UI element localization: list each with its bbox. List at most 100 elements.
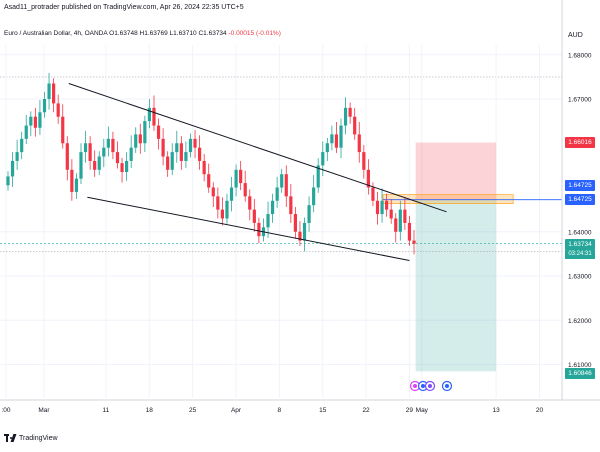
candle-body [316,165,320,188]
candle-body [321,152,325,166]
take-profit-zone [415,199,497,372]
price-tag-entry-top: 1.64725 [565,180,595,191]
candle-body [353,116,357,135]
candle-body [88,143,92,161]
time-tick-label: 25 [189,407,197,414]
grid-lines [0,45,562,398]
price-tick-label: 1.63000 [568,274,592,281]
candle-body [175,143,179,153]
economic-event-dot [445,384,449,388]
candle-body [74,178,79,192]
candle-body [243,183,247,197]
candle-body [403,209,407,223]
trendlines [68,83,453,392]
candle-body [188,138,193,153]
ohlc-high: H1.63769 [139,30,168,37]
candle-body [375,200,380,215]
time-tick-label: 18 [146,407,154,414]
candle-body [170,152,174,170]
time-tick-label: May [416,407,429,414]
candle-body [216,196,220,210]
candle-body [293,214,297,232]
candle-body [20,138,24,153]
time-tick-label: 29 [406,407,414,414]
candle-body [147,107,152,122]
candle-body [115,152,120,164]
price-tick-label: 1.62000 [568,318,592,325]
footer: TradingView [4,432,58,444]
entry-band [382,194,514,204]
footer-brand: TradingView [19,434,58,442]
candle-body [138,134,142,144]
candle-body [120,163,124,173]
candle-body [102,147,106,157]
candle-body [280,174,284,188]
time-tick-label: 13 [493,407,501,414]
ohlc-open: O1.63748 [109,30,138,37]
candle-body [93,160,97,170]
candle-body [362,152,366,170]
symbol-legend: Euro / Australian Dollar, 4h, OANDA O1.6… [4,30,524,42]
candle-body [385,200,389,210]
ohlc-change: -0.00015 (-0.01%) [228,30,281,37]
candle-body [325,143,329,153]
tradingview-logo-icon [4,434,17,442]
candle-body [184,152,188,161]
candle-body [156,125,161,139]
candle-body [179,143,183,161]
trendline [68,83,447,213]
candle-body [270,200,275,215]
candle-body [307,205,311,223]
ohlc-low: L1.63710 [169,30,197,37]
candle-body [389,209,393,219]
time-tick-label: 20 [536,407,544,414]
candle-body [193,138,197,148]
time-tick-label: 15 [319,407,327,414]
candle-body [70,169,74,192]
candles [6,72,416,255]
candle-body [202,160,206,175]
candle-body [79,152,83,179]
candle-body [15,152,19,161]
time-tick-label: 11 [103,407,110,414]
candle-body [339,125,343,148]
symbol-name: Euro / Australian Dollar, 4h, OANDA [4,30,108,37]
candle-body [266,214,270,228]
candle-body [143,121,147,144]
stop-loss-zone [415,142,497,200]
candle-body [106,138,110,148]
position-zones [0,142,562,372]
candle-body [52,83,56,104]
candle-body [394,218,398,232]
price-tag-entry: 1.64725 [565,194,595,205]
candle-body [366,169,370,188]
candle-body [42,99,47,113]
candle-body [38,112,42,128]
candle-body [357,134,361,153]
candle-body [152,107,156,126]
candle-body [257,222,261,237]
candle-body [234,169,238,188]
candle-body [197,147,202,161]
candle-body [407,222,412,241]
candle-body [289,196,293,215]
candle-body [6,176,10,186]
candle-body [330,134,334,144]
candle-body [302,222,307,241]
price-tick-label: 1.68000 [568,52,592,59]
price-tag-stop: 1.66016 [565,137,595,148]
price-tag-target: 1.60846 [565,368,595,379]
candle-body [239,169,243,184]
candle-body [166,156,170,170]
candle-body [125,160,129,173]
ohlc-close: C1.63734 [198,30,227,37]
candle-body [211,187,215,197]
candle-body [225,200,229,219]
candle-body [348,107,352,117]
candle-body [56,103,60,117]
candle-body [61,116,65,144]
candle-body [220,209,225,219]
candle-body [83,143,88,153]
candle-body [298,231,302,241]
